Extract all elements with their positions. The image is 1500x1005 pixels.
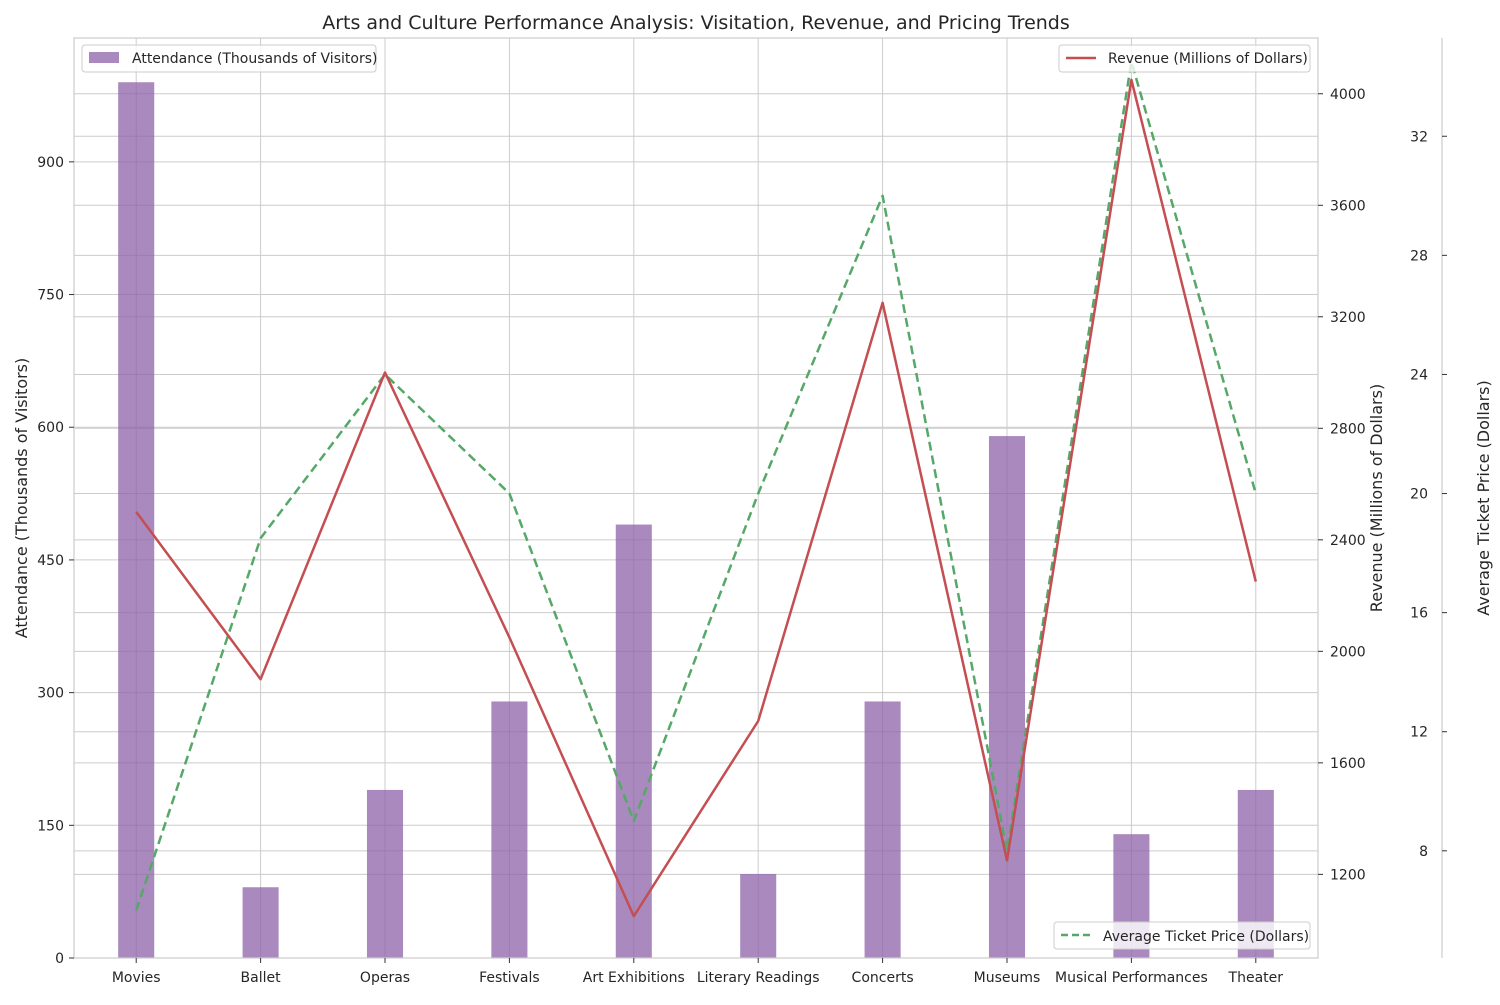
bar-attendance xyxy=(242,887,279,958)
left-tick-label: 900 xyxy=(37,155,64,171)
chart-title: Arts and Culture Performance Analysis: V… xyxy=(322,12,1070,34)
bar-attendance xyxy=(491,701,528,958)
right-tick-label: 2000 xyxy=(1330,644,1366,660)
bar-attendance xyxy=(118,82,155,958)
far-right-tick-label: 32 xyxy=(1410,129,1428,145)
far-right-axis-title: Average Ticket Price (Dollars) xyxy=(1474,380,1493,616)
bar-attendance xyxy=(988,436,1026,959)
bars-layer xyxy=(118,82,1274,959)
plot-frame xyxy=(73,37,1319,959)
x-tick-label: Concerts xyxy=(852,970,914,986)
left-tick-label: 750 xyxy=(37,288,64,304)
left-tick-label: 300 xyxy=(37,686,64,702)
bar-attendance xyxy=(366,789,404,958)
far-right-tick-label: 8 xyxy=(1419,844,1428,860)
far-right-tick-label: 12 xyxy=(1410,725,1428,741)
left-axis-title: Attendance (Thousands of Visitors) xyxy=(12,358,31,639)
right-tick-label: 2800 xyxy=(1330,421,1366,437)
x-tick-label: Festivals xyxy=(479,970,540,986)
line-revenue xyxy=(135,78,1258,918)
legend-revenue[interactable]: Revenue (Millions of Dollars) xyxy=(1058,44,1311,73)
right-tick-label: 3200 xyxy=(1330,310,1366,326)
x-tick-label: Theater xyxy=(1228,970,1284,986)
legend-attendance[interactable]: Attendance (Thousands of Visitors) xyxy=(81,44,377,73)
lines-layer xyxy=(135,60,1258,918)
legend-revenue-frame xyxy=(1058,44,1311,73)
x-tick-label: Literary Readings xyxy=(697,970,820,986)
x-tick-label: Museums xyxy=(974,970,1041,986)
right-tick-label: 1200 xyxy=(1330,867,1366,883)
bar-attendance xyxy=(864,701,901,958)
legend-attendance-label: Attendance (Thousands of Visitors) xyxy=(132,51,377,67)
legend-attendance-swatch xyxy=(89,52,119,63)
far-right-tick-label: 16 xyxy=(1410,606,1428,622)
legend-revenue-label: Revenue (Millions of Dollars) xyxy=(1108,51,1308,67)
x-tick-label: Operas xyxy=(360,970,410,986)
x-tick-label: Art Exhibitions xyxy=(583,970,685,986)
bar-attendance xyxy=(615,524,652,958)
line-average-ticket-price xyxy=(135,60,1258,911)
legend-attendance-frame xyxy=(81,44,377,73)
far-right-tick-label: 28 xyxy=(1410,248,1428,264)
left-tick-label: 600 xyxy=(37,420,64,436)
legend-price-label: Average Ticket Price (Dollars) xyxy=(1103,929,1309,945)
x-tick-label: Musical Performances xyxy=(1055,970,1208,986)
legend-price[interactable]: Average Ticket Price (Dollars) xyxy=(1053,921,1311,950)
axes-layer: Movies Ballet Operas Festivals Art Exhibitio… xyxy=(37,38,1447,986)
left-tick-label: 150 xyxy=(37,818,64,834)
x-tick-label: Ballet xyxy=(241,970,282,986)
legend-price-frame xyxy=(1053,921,1311,950)
right-axis-title: Revenue (Millions of Dollars) xyxy=(1367,384,1386,612)
far-right-tick-label: 24 xyxy=(1410,367,1428,383)
right-tick-label: 1600 xyxy=(1330,756,1366,772)
left-tick-label: 0 xyxy=(55,951,64,967)
right-tick-label: 4000 xyxy=(1330,87,1366,103)
far-right-tick-label: 20 xyxy=(1410,487,1428,503)
right-tick-label: 2400 xyxy=(1330,533,1366,549)
bar-attendance xyxy=(740,873,777,958)
right-tick-label: 3600 xyxy=(1330,198,1366,214)
x-tick-label: Movies xyxy=(112,970,161,986)
left-tick-label: 450 xyxy=(37,553,64,569)
